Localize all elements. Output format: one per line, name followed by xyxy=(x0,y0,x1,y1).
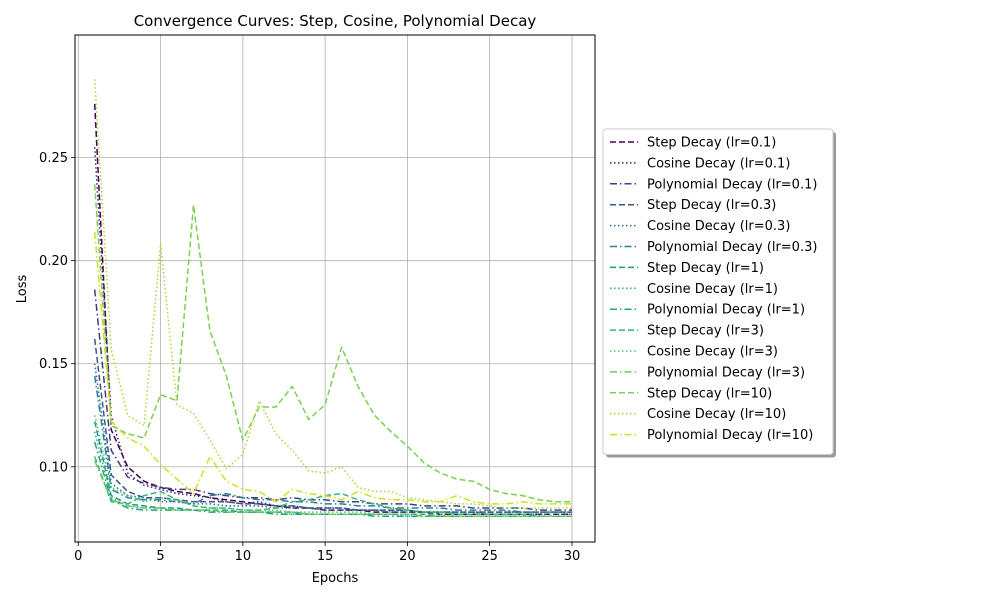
legend-label: Polynomial Decay (lr=1) xyxy=(647,303,805,318)
series-line xyxy=(93,231,572,505)
legend-label: Polynomial Decay (lr=0.1) xyxy=(647,177,817,192)
series-lines xyxy=(93,79,572,517)
series-line xyxy=(93,289,572,511)
y-tick-label: 0.25 xyxy=(39,151,68,166)
x-tick-label: 10 xyxy=(235,549,252,564)
legend-label: Step Decay (lr=1) xyxy=(647,261,764,276)
legend-label: Polynomial Decay (lr=10) xyxy=(647,428,813,443)
chart-title: Convergence Curves: Step, Cosine, Polyno… xyxy=(134,12,537,30)
x-tick-label: 30 xyxy=(564,549,581,564)
legend-label: Polynomial Decay (lr=3) xyxy=(647,365,805,380)
legend-label: Step Decay (lr=0.1) xyxy=(647,136,776,151)
x-tick-label: 15 xyxy=(317,549,334,564)
series-line xyxy=(94,460,572,517)
y-axis-label: Loss xyxy=(15,275,30,304)
legend-label: Step Decay (lr=3) xyxy=(647,324,764,339)
x-tick-label: 5 xyxy=(156,549,164,564)
legend-label: Step Decay (lr=0.3) xyxy=(647,198,776,213)
legend-label: Step Decay (lr=10) xyxy=(647,386,772,401)
legend: Step Decay (lr=0.1) Cosine Decay (lr=0.1)… xyxy=(602,128,836,458)
legend-box xyxy=(602,128,834,455)
y-tick-label: 0.15 xyxy=(39,357,68,372)
plot-frame xyxy=(74,34,596,543)
grid-lines xyxy=(75,35,595,542)
x-tick-label: 25 xyxy=(481,549,498,564)
axis-ticks: 0 5 10 15 20 25 30 0.10 0.15 0.20 0.25 xyxy=(39,151,580,564)
y-tick-label: 0.10 xyxy=(39,460,68,475)
legend-label: Polynomial Decay (lr=0.3) xyxy=(647,240,817,255)
series-line xyxy=(93,375,572,513)
legend-label: Cosine Decay (lr=1) xyxy=(647,282,778,297)
legend-label: Cosine Decay (lr=3) xyxy=(647,345,778,360)
legend-label: Cosine Decay (lr=0.3) xyxy=(647,219,790,234)
plot-area xyxy=(75,35,595,542)
x-axis-label: Epochs xyxy=(312,571,359,586)
legend-label: Cosine Decay (lr=10) xyxy=(647,407,786,422)
x-tick-label: 0 xyxy=(74,549,82,564)
x-tick-label: 20 xyxy=(399,549,416,564)
legend-label: Cosine Decay (lr=0.1) xyxy=(647,156,790,171)
y-tick-label: 0.20 xyxy=(39,254,68,269)
series-line xyxy=(93,184,572,503)
